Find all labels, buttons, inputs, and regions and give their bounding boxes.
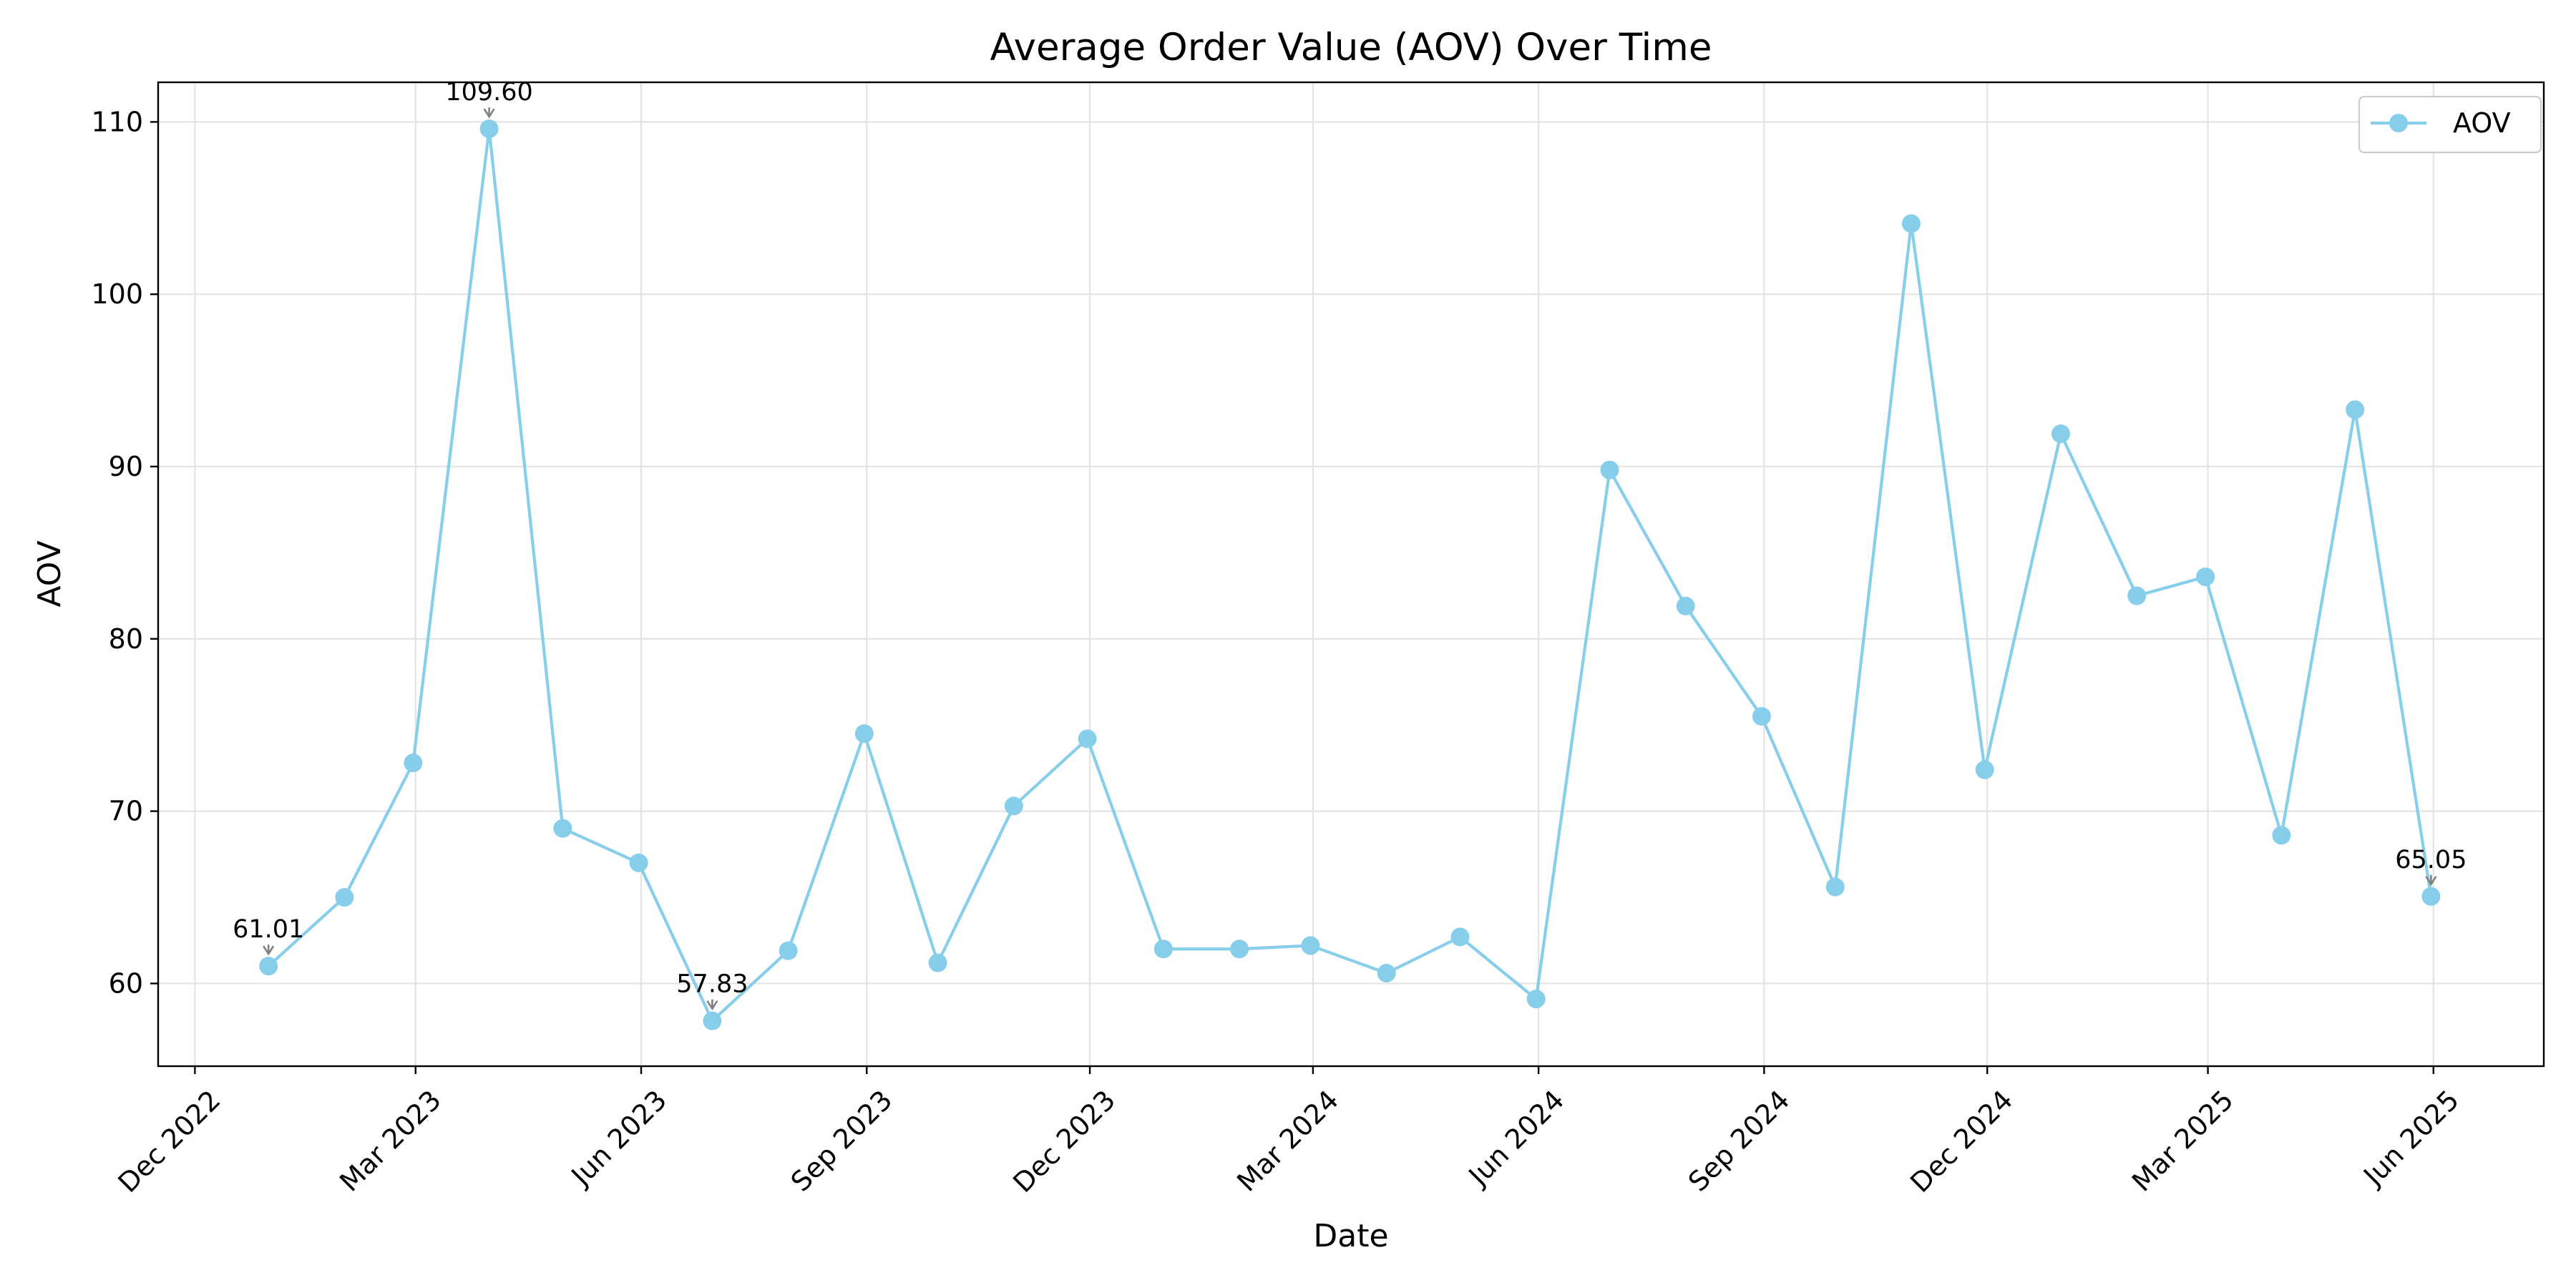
y-tick-label: 60 xyxy=(109,967,143,999)
data-point xyxy=(2346,400,2365,419)
data-points xyxy=(259,119,2441,1030)
data-point xyxy=(629,853,648,872)
x-axis-label: Date xyxy=(1313,1218,1388,1254)
y-axis-label: AOV xyxy=(31,540,68,607)
legend: AOV xyxy=(2358,95,2542,154)
data-point xyxy=(1676,597,1695,616)
data-point xyxy=(2196,567,2215,587)
data-point xyxy=(404,753,423,773)
chart-title: Average Order Value (AOV) Over Time xyxy=(990,26,1712,69)
annotation-label: 61.01 xyxy=(233,915,304,944)
y-tick-label: 100 xyxy=(91,278,143,310)
data-point xyxy=(2127,586,2147,605)
y-tick-label: 80 xyxy=(109,623,143,655)
data-point xyxy=(1450,927,1470,947)
data-point xyxy=(1526,990,1546,1009)
data-point xyxy=(1153,940,1173,959)
data-point xyxy=(1004,796,1023,816)
data-point xyxy=(854,724,874,743)
y-tick-label: 110 xyxy=(91,106,143,137)
legend-label-aov: AOV xyxy=(2453,107,2511,139)
data-point xyxy=(1301,936,1320,955)
series-line-aov xyxy=(267,127,2433,1023)
data-point xyxy=(1901,214,1921,233)
y-tick-label: 70 xyxy=(109,796,143,827)
data-point xyxy=(2272,826,2291,845)
plot-frame xyxy=(157,81,2545,1068)
data-point xyxy=(553,819,572,838)
data-point xyxy=(1377,963,1396,982)
data-point xyxy=(1600,460,1619,479)
data-point xyxy=(1752,707,1771,726)
data-point xyxy=(1078,729,1097,748)
annotation-label: 65.05 xyxy=(2395,846,2467,874)
data-point xyxy=(2421,887,2441,906)
data-point xyxy=(779,941,798,960)
data-point xyxy=(928,953,947,972)
data-point xyxy=(1975,760,1994,779)
data-point xyxy=(1825,877,1845,897)
y-tick-label: 90 xyxy=(109,451,143,482)
series-layer xyxy=(259,119,2441,1030)
data-point xyxy=(335,888,354,907)
grid-lines xyxy=(158,82,2544,1066)
data-point xyxy=(479,119,499,139)
data-point xyxy=(2051,424,2070,444)
data-point xyxy=(1230,940,1249,959)
y-axis-ticks: 60 70 80 90 100 110 xyxy=(91,106,158,999)
data-point xyxy=(259,957,278,976)
annotation-label: 57.83 xyxy=(676,970,748,999)
legend-box xyxy=(2358,95,2542,154)
legend-marker-swatch xyxy=(2389,114,2408,132)
data-point xyxy=(703,1011,722,1030)
